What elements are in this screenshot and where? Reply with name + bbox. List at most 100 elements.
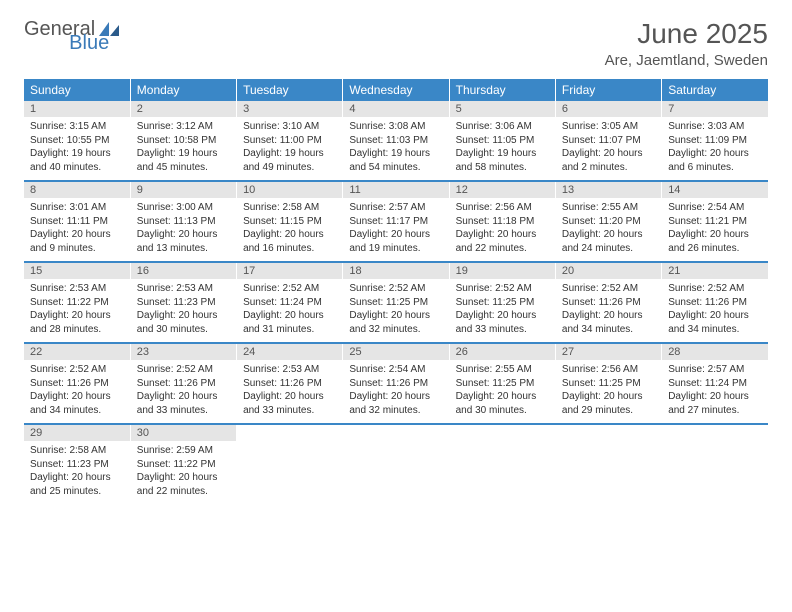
day-content: Sunrise: 2:55 AMSunset: 11:20 PMDaylight…	[556, 198, 661, 261]
calendar-cell: 26Sunrise: 2:55 AMSunset: 11:25 PMDaylig…	[449, 343, 555, 424]
day-content: Sunrise: 2:55 AMSunset: 11:25 PMDaylight…	[450, 360, 555, 423]
calendar-cell: 14Sunrise: 2:54 AMSunset: 11:21 PMDaylig…	[662, 181, 768, 262]
calendar-cell	[343, 424, 449, 504]
day-number: 2	[131, 101, 236, 117]
page-subtitle: Are, Jaemtland, Sweden	[605, 52, 768, 69]
day-content: Sunrise: 3:10 AMSunset: 11:00 PMDaylight…	[237, 117, 342, 180]
calendar-cell: 25Sunrise: 2:54 AMSunset: 11:26 PMDaylig…	[343, 343, 449, 424]
title-block: June 2025 Are, Jaemtland, Sweden	[605, 18, 768, 69]
calendar-cell: 27Sunrise: 2:56 AMSunset: 11:25 PMDaylig…	[555, 343, 661, 424]
day-number: 16	[131, 263, 236, 279]
day-number: 13	[556, 182, 661, 198]
day-content: Sunrise: 2:56 AMSunset: 11:18 PMDaylight…	[450, 198, 555, 261]
day-content: Sunrise: 2:53 AMSunset: 11:22 PMDaylight…	[24, 279, 130, 342]
day-content: Sunrise: 3:08 AMSunset: 11:03 PMDaylight…	[343, 117, 448, 180]
calendar-cell	[555, 424, 661, 504]
day-content: Sunrise: 2:52 AMSunset: 11:26 PMDaylight…	[556, 279, 661, 342]
weekday-header: Wednesday	[343, 79, 449, 101]
logo: General Blue	[24, 18, 163, 41]
day-number: 5	[450, 101, 555, 117]
calendar-row: 1Sunrise: 3:15 AMSunset: 10:55 PMDayligh…	[24, 101, 768, 181]
weekday-header: Saturday	[662, 79, 768, 101]
day-number: 29	[24, 425, 130, 441]
day-content: Sunrise: 3:12 AMSunset: 10:58 PMDaylight…	[131, 117, 236, 180]
day-number: 22	[24, 344, 130, 360]
day-content: Sunrise: 2:58 AMSunset: 11:15 PMDaylight…	[237, 198, 342, 261]
day-content: Sunrise: 2:57 AMSunset: 11:24 PMDaylight…	[662, 360, 768, 423]
calendar-cell: 30Sunrise: 2:59 AMSunset: 11:22 PMDaylig…	[130, 424, 236, 504]
calendar-cell: 10Sunrise: 2:58 AMSunset: 11:15 PMDaylig…	[237, 181, 343, 262]
calendar-cell	[237, 424, 343, 504]
calendar-cell: 19Sunrise: 2:52 AMSunset: 11:25 PMDaylig…	[449, 262, 555, 343]
logo-text-blue: Blue	[69, 32, 109, 55]
weekday-header: Friday	[555, 79, 661, 101]
day-number: 6	[556, 101, 661, 117]
day-content: Sunrise: 3:00 AMSunset: 11:13 PMDaylight…	[131, 198, 236, 261]
day-number: 9	[131, 182, 236, 198]
calendar-cell: 8Sunrise: 3:01 AMSunset: 11:11 PMDayligh…	[24, 181, 130, 262]
calendar-cell: 16Sunrise: 2:53 AMSunset: 11:23 PMDaylig…	[130, 262, 236, 343]
calendar-cell: 7Sunrise: 3:03 AMSunset: 11:09 PMDayligh…	[662, 101, 768, 181]
day-content: Sunrise: 3:06 AMSunset: 11:05 PMDaylight…	[450, 117, 555, 180]
weekday-header: Monday	[130, 79, 236, 101]
day-number: 11	[343, 182, 448, 198]
calendar-cell: 17Sunrise: 2:52 AMSunset: 11:24 PMDaylig…	[237, 262, 343, 343]
weekday-header: Tuesday	[237, 79, 343, 101]
day-number: 27	[556, 344, 661, 360]
calendar-cell: 6Sunrise: 3:05 AMSunset: 11:07 PMDayligh…	[555, 101, 661, 181]
day-number: 21	[662, 263, 768, 279]
day-content: Sunrise: 2:52 AMSunset: 11:26 PMDaylight…	[24, 360, 130, 423]
day-number: 10	[237, 182, 342, 198]
page-title: June 2025	[605, 18, 768, 50]
day-content: Sunrise: 3:15 AMSunset: 10:55 PMDaylight…	[24, 117, 130, 180]
weekday-header: Sunday	[24, 79, 130, 101]
day-number: 23	[131, 344, 236, 360]
calendar-cell: 4Sunrise: 3:08 AMSunset: 11:03 PMDayligh…	[343, 101, 449, 181]
calendar-cell: 22Sunrise: 2:52 AMSunset: 11:26 PMDaylig…	[24, 343, 130, 424]
day-content: Sunrise: 2:52 AMSunset: 11:25 PMDaylight…	[343, 279, 448, 342]
day-number: 15	[24, 263, 130, 279]
weekday-header: Thursday	[449, 79, 555, 101]
day-content: Sunrise: 2:52 AMSunset: 11:24 PMDaylight…	[237, 279, 342, 342]
calendar-cell: 21Sunrise: 2:52 AMSunset: 11:26 PMDaylig…	[662, 262, 768, 343]
day-content: Sunrise: 2:52 AMSunset: 11:26 PMDaylight…	[131, 360, 236, 423]
day-content: Sunrise: 3:05 AMSunset: 11:07 PMDaylight…	[556, 117, 661, 180]
day-number: 18	[343, 263, 448, 279]
calendar-cell: 13Sunrise: 2:55 AMSunset: 11:20 PMDaylig…	[555, 181, 661, 262]
calendar-row: 8Sunrise: 3:01 AMSunset: 11:11 PMDayligh…	[24, 181, 768, 262]
day-number: 24	[237, 344, 342, 360]
calendar-cell: 28Sunrise: 2:57 AMSunset: 11:24 PMDaylig…	[662, 343, 768, 424]
calendar-cell: 9Sunrise: 3:00 AMSunset: 11:13 PMDayligh…	[130, 181, 236, 262]
day-content: Sunrise: 3:01 AMSunset: 11:11 PMDaylight…	[24, 198, 130, 261]
calendar-table: Sunday Monday Tuesday Wednesday Thursday…	[24, 79, 768, 504]
day-number: 8	[24, 182, 130, 198]
day-number: 19	[450, 263, 555, 279]
day-content: Sunrise: 2:56 AMSunset: 11:25 PMDaylight…	[556, 360, 661, 423]
day-number: 3	[237, 101, 342, 117]
day-content: Sunrise: 2:59 AMSunset: 11:22 PMDaylight…	[131, 441, 236, 504]
calendar-cell: 12Sunrise: 2:56 AMSunset: 11:18 PMDaylig…	[449, 181, 555, 262]
day-content: Sunrise: 2:54 AMSunset: 11:26 PMDaylight…	[343, 360, 448, 423]
weekday-header-row: Sunday Monday Tuesday Wednesday Thursday…	[24, 79, 768, 101]
day-content: Sunrise: 2:54 AMSunset: 11:21 PMDaylight…	[662, 198, 768, 261]
day-number: 1	[24, 101, 130, 117]
day-number: 17	[237, 263, 342, 279]
calendar-cell: 23Sunrise: 2:52 AMSunset: 11:26 PMDaylig…	[130, 343, 236, 424]
day-content: Sunrise: 2:57 AMSunset: 11:17 PMDaylight…	[343, 198, 448, 261]
day-number: 20	[556, 263, 661, 279]
day-number: 4	[343, 101, 448, 117]
calendar-row: 29Sunrise: 2:58 AMSunset: 11:23 PMDaylig…	[24, 424, 768, 504]
calendar-cell: 20Sunrise: 2:52 AMSunset: 11:26 PMDaylig…	[555, 262, 661, 343]
day-number: 28	[662, 344, 768, 360]
calendar-cell: 15Sunrise: 2:53 AMSunset: 11:22 PMDaylig…	[24, 262, 130, 343]
day-content: Sunrise: 2:53 AMSunset: 11:26 PMDaylight…	[237, 360, 342, 423]
day-number: 25	[343, 344, 448, 360]
day-content: Sunrise: 2:52 AMSunset: 11:26 PMDaylight…	[662, 279, 768, 342]
day-number: 7	[662, 101, 768, 117]
day-number: 30	[131, 425, 236, 441]
calendar-cell: 2Sunrise: 3:12 AMSunset: 10:58 PMDayligh…	[130, 101, 236, 181]
calendar-cell	[662, 424, 768, 504]
day-content: Sunrise: 2:53 AMSunset: 11:23 PMDaylight…	[131, 279, 236, 342]
calendar-row: 15Sunrise: 2:53 AMSunset: 11:22 PMDaylig…	[24, 262, 768, 343]
calendar-cell: 24Sunrise: 2:53 AMSunset: 11:26 PMDaylig…	[237, 343, 343, 424]
